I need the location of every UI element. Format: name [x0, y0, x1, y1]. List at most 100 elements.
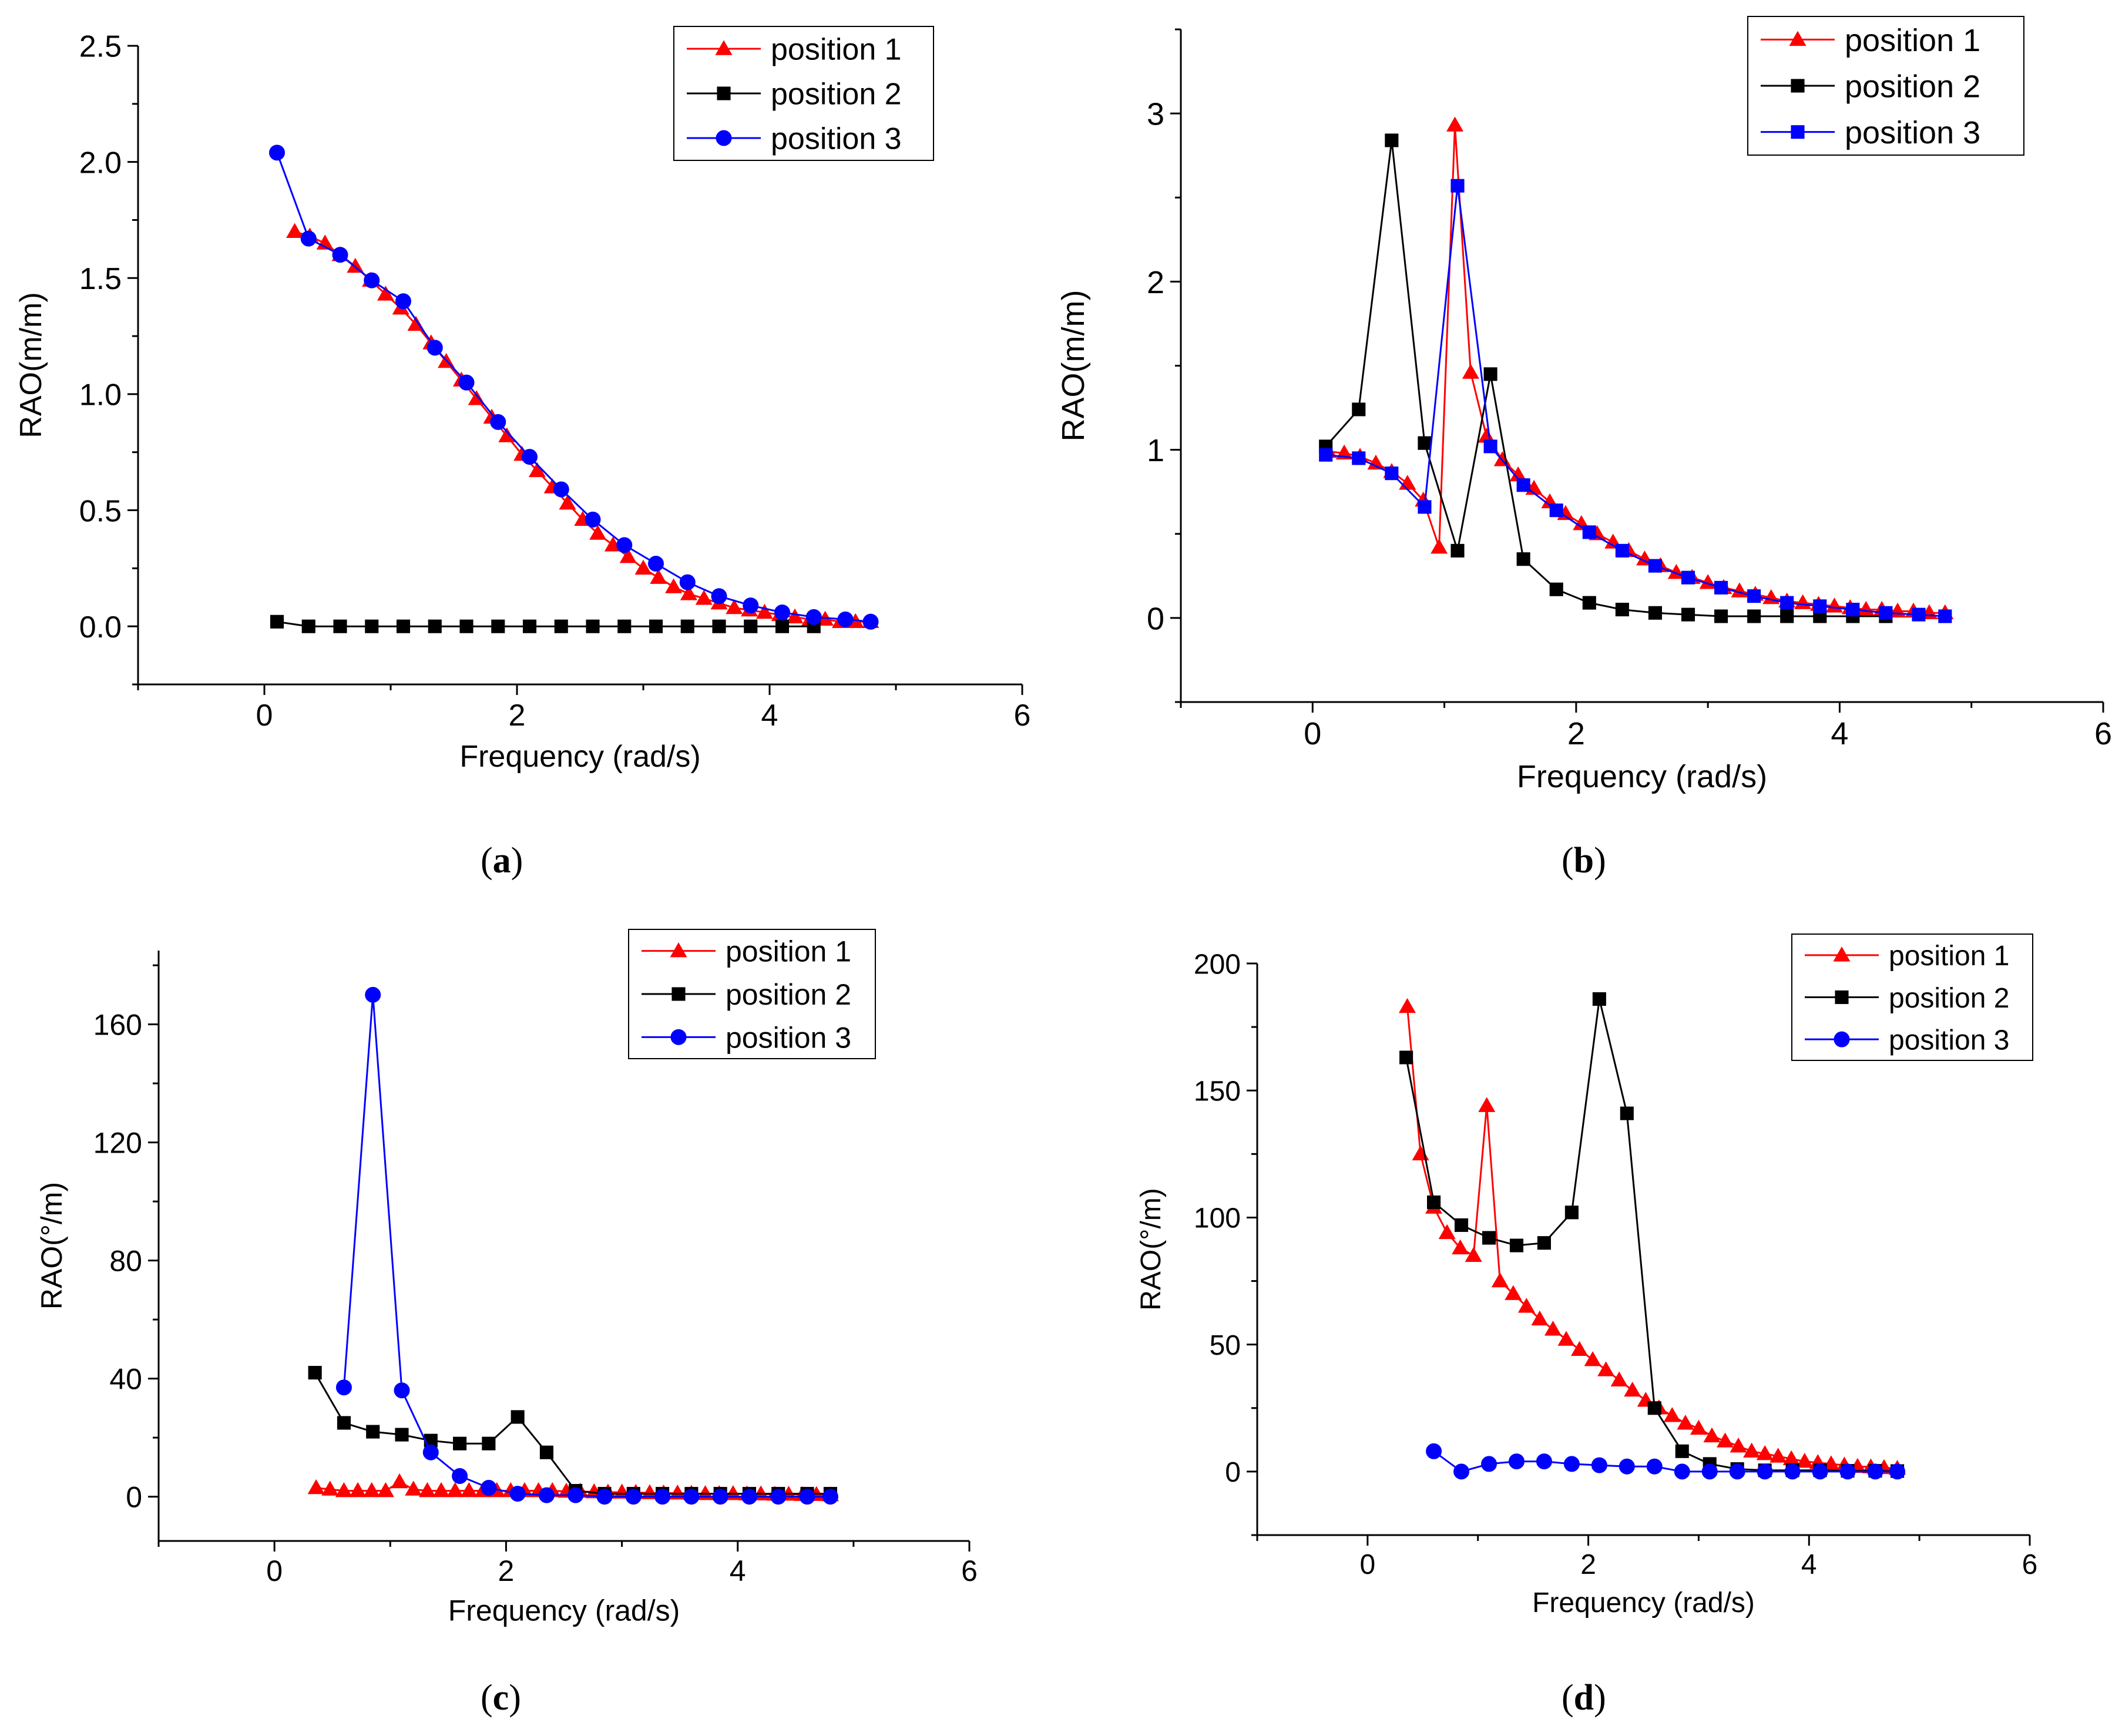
- legend-marker-b-1: [1789, 31, 1807, 46]
- legend-label-d-2: position 2: [1889, 983, 2009, 1014]
- chart-d: 0 2 4 6 0 50 100 150 200 Frequency (rad/s) RAO(°/m…: [1136, 934, 2037, 1619]
- data-point-d-1: [1796, 1452, 1814, 1468]
- data-point-b-3: [1418, 500, 1432, 514]
- data-point-a-3: [774, 604, 790, 620]
- x-axis-title-d: Frequency (rad/s): [1532, 1587, 1755, 1619]
- y-tick-label-a: 0.0: [79, 610, 122, 644]
- data-point-c-2: [482, 1436, 496, 1450]
- data-point-d-1: [1690, 1419, 1707, 1435]
- data-point-d-1: [1663, 1407, 1681, 1422]
- chart-b: 0 2 4 6 0 1 2 3 Frequency (rad/s) RAO(m/m) positio…: [1056, 16, 2112, 794]
- data-point-d-1: [1610, 1371, 1628, 1386]
- data-point-b-3: [1846, 603, 1860, 617]
- data-point-d-1: [1677, 1415, 1694, 1430]
- legend-label-a-1: position 1: [771, 33, 902, 67]
- series-line-b-3: [1325, 186, 1945, 617]
- series-line-d-1: [1406, 1006, 1898, 1470]
- y-tick-label-a: 0.5: [79, 494, 122, 528]
- data-point-b-3: [1615, 543, 1629, 558]
- data-point-a-3: [837, 611, 854, 627]
- data-point-a-1: [377, 286, 394, 301]
- data-point-d-3: [1867, 1463, 1883, 1480]
- data-point-d-3: [1757, 1463, 1773, 1480]
- data-point-a-2: [775, 619, 790, 633]
- legend-label-c-1: position 1: [726, 935, 851, 968]
- y-tick-label-c: 80: [109, 1245, 142, 1278]
- legend-b: position 1 position 2 position 3: [1747, 16, 2024, 156]
- data-point-d-2: [1592, 992, 1606, 1006]
- data-point-b-3: [1483, 439, 1497, 454]
- y-tick-label-b: 2: [1147, 265, 1164, 300]
- legend-label-a-2: position 2: [771, 78, 902, 112]
- data-point-b-2: [1747, 609, 1761, 623]
- data-point-a-1: [756, 603, 773, 619]
- data-point-d-3: [1453, 1463, 1470, 1480]
- data-point-d-3: [1563, 1456, 1580, 1472]
- data-point-b-3: [1938, 609, 1952, 623]
- data-point-b-3: [1549, 503, 1563, 518]
- data-point-c-3: [335, 1379, 352, 1396]
- data-point-a-1: [665, 578, 683, 593]
- data-point-a-2: [301, 619, 315, 633]
- data-point-d-2: [1537, 1236, 1551, 1250]
- data-point-d-2: [1564, 1206, 1579, 1220]
- data-point-a-2: [554, 619, 568, 633]
- data-point-d-1: [1491, 1272, 1509, 1288]
- data-point-d-3: [1481, 1456, 1497, 1472]
- panel-label-d: (d): [1562, 1678, 1606, 1718]
- data-point-d-3: [1701, 1463, 1718, 1480]
- data-point-d-1: [1730, 1437, 1747, 1453]
- x-tick-label-c: 6: [961, 1554, 978, 1587]
- x-tick-label-b: 6: [2094, 716, 2112, 751]
- x-tick-label-b: 4: [1831, 716, 1848, 751]
- data-point-b-2: [1352, 402, 1366, 417]
- data-point-a-1: [680, 585, 697, 600]
- data-point-d-1: [1452, 1239, 1469, 1255]
- y-tick-label-d: 150: [1194, 1076, 1241, 1107]
- data-point-b-1: [1431, 538, 1448, 554]
- data-point-b-3: [1813, 599, 1827, 613]
- data-point-d-1: [1743, 1442, 1761, 1458]
- data-point-b-3: [1747, 589, 1761, 603]
- x-tick-label-a: 0: [256, 699, 273, 733]
- data-point-c-3: [654, 1489, 671, 1505]
- data-point-a-1: [589, 525, 607, 540]
- data-point-d-2: [1427, 1195, 1441, 1210]
- x-tick-label-d: 2: [1580, 1549, 1596, 1580]
- data-point-b-3: [1352, 451, 1366, 465]
- panel-label-c: (c): [481, 1678, 521, 1718]
- legend-marker-d-3: [1834, 1031, 1850, 1047]
- data-point-c-2: [511, 1410, 525, 1424]
- data-point-a-3: [585, 511, 601, 528]
- data-point-b-1: [1367, 454, 1385, 470]
- data-point-d-3: [1591, 1457, 1607, 1473]
- series-a-2: [270, 615, 821, 633]
- data-point-c-1: [460, 1482, 478, 1497]
- data-point-d-3: [1536, 1453, 1552, 1470]
- data-point-c-3: [394, 1382, 410, 1399]
- data-point-a-2: [270, 615, 284, 629]
- data-point-b-2: [1516, 552, 1530, 566]
- x-tick-label-b: 2: [1567, 716, 1585, 751]
- data-point-c-1: [391, 1473, 408, 1489]
- data-point-a-3: [553, 481, 569, 498]
- data-point-d-2: [1482, 1231, 1496, 1245]
- legend-label-a-3: position 3: [771, 122, 902, 156]
- chart-c: 0 2 4 6 0 40 80 120 160 Frequency (rad/s) RAO(°/m)…: [35, 929, 978, 1627]
- data-point-d-1: [1557, 1331, 1575, 1346]
- data-point-c-2: [308, 1366, 322, 1380]
- legend-marker-a-2: [717, 86, 731, 100]
- data-point-c-1: [377, 1482, 394, 1497]
- data-point-c-1: [363, 1482, 381, 1497]
- y-tick-label-c: 120: [93, 1127, 142, 1160]
- x-tick-label-b: 0: [1304, 716, 1321, 751]
- y-axis-title-b: RAO(m/m): [1056, 290, 1091, 442]
- y-axis-title-a: RAO(m/m): [14, 292, 48, 438]
- data-point-a-2: [365, 619, 379, 633]
- data-point-c-3: [822, 1489, 838, 1505]
- series-line-a-1: [294, 230, 871, 623]
- data-point-a-3: [743, 597, 759, 614]
- data-point-a-2: [333, 619, 347, 633]
- data-point-a-3: [862, 613, 879, 630]
- data-point-c-3: [481, 1480, 497, 1496]
